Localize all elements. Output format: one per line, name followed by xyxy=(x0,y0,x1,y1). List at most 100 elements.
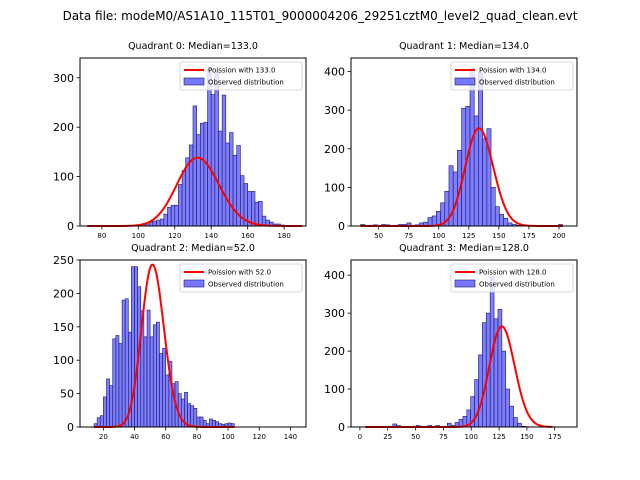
histogram-bar xyxy=(202,420,207,428)
histogram-bar xyxy=(482,322,487,428)
subplot-title: Quadrant 3: Median=128.0 xyxy=(399,243,529,254)
histogram-bar xyxy=(134,266,138,428)
x-tick-label: 125 xyxy=(492,433,505,441)
y-tick-label: 200 xyxy=(53,121,74,134)
y-tick-label: 100 xyxy=(53,171,74,184)
x-tick-label: 125 xyxy=(462,232,475,240)
y-tick-label: 200 xyxy=(324,143,345,156)
x-tick-label: 175 xyxy=(522,232,535,240)
legend-bar-swatch xyxy=(454,77,476,86)
axes-frame xyxy=(350,57,578,227)
histogram-bar xyxy=(159,218,165,227)
histogram-bar xyxy=(251,191,256,227)
legend-bar-swatch xyxy=(183,77,205,86)
histogram-bar xyxy=(178,184,183,227)
poisson-curve xyxy=(365,325,553,428)
legend: Poission with 128.0 Observed distribution xyxy=(450,263,574,293)
histogram-bar xyxy=(162,347,167,428)
histogram-bar xyxy=(152,324,157,428)
x-tick-label: 140 xyxy=(205,232,218,240)
legend-label-poisson: Poission with 52.0 xyxy=(208,269,271,277)
legend-label-poisson: Poission with 128.0 xyxy=(479,269,547,277)
axes-frame xyxy=(350,259,578,428)
legend-label-poisson: Poission with 133.0 xyxy=(208,67,276,75)
histogram-bar xyxy=(103,396,107,428)
y-tick-label: 300 xyxy=(324,307,345,320)
histogram-bar xyxy=(501,350,507,428)
legend-label-observed: Observed distribution xyxy=(208,281,284,289)
histogram-bar xyxy=(167,206,172,227)
histogram-bar xyxy=(174,204,179,227)
subplot-quadrant-3: Quadrant 3: Median=128.0 0 25 50 75 100 125 150… xyxy=(324,243,578,441)
histogram-bar xyxy=(124,298,129,428)
x-tick-label: 100 xyxy=(432,232,445,240)
histogram-bar xyxy=(427,217,433,227)
histogram-bar xyxy=(181,170,187,227)
x-tick-label: 120 xyxy=(253,433,266,441)
y-tick-label: 50 xyxy=(60,388,74,401)
histogram-bar xyxy=(503,217,509,227)
x-tick-label: 80 xyxy=(192,433,201,441)
x-tick-label: 80 xyxy=(97,232,106,240)
histogram-bar xyxy=(96,417,101,428)
histogram-bar xyxy=(207,67,212,227)
x-tick-label: 160 xyxy=(241,232,254,240)
histogram-bar xyxy=(517,422,522,428)
x-tick-label: 0 xyxy=(358,433,362,441)
subplot-title: Quadrant 2: Median=52.0 xyxy=(131,243,255,254)
y-tick-label: 150 xyxy=(53,321,74,334)
histogram-bar xyxy=(146,309,151,428)
y-tick-label: 400 xyxy=(324,269,345,282)
y-tick-label: 100 xyxy=(53,354,74,367)
legend-label-observed: Observed distribution xyxy=(208,79,284,87)
x-tick-label: 100 xyxy=(465,433,478,441)
histogram-bar xyxy=(159,353,163,428)
histogram-bar xyxy=(490,187,496,227)
x-tick-label: 75 xyxy=(439,433,448,441)
y-tick-label: 400 xyxy=(324,66,345,79)
x-tick-label: 100 xyxy=(132,232,145,240)
x-tick-label: 20 xyxy=(99,433,108,441)
legend-label-observed: Observed distribution xyxy=(479,79,555,87)
legend-label-poisson: Poission with 134.0 xyxy=(479,67,547,75)
histogram-bar xyxy=(221,94,227,227)
subplot-quadrant-1: Quadrant 1: Median=134.0 50 75 100 125 150 175… xyxy=(324,41,578,240)
histogram-bar xyxy=(187,403,191,428)
histogram-bar xyxy=(214,71,219,227)
y-tick-label: 0 xyxy=(338,220,345,233)
histogram-bar xyxy=(152,220,157,227)
subplot-quadrant-2: Quadrant 2: Median=52.0 20 40 60 80 100 120 140… xyxy=(53,243,307,441)
histogram-bar xyxy=(190,405,195,428)
x-tick-label: 25 xyxy=(383,433,392,441)
legend: Poission with 52.0 Observed distribution xyxy=(179,263,303,293)
histogram-bar xyxy=(118,343,123,428)
histogram-bar xyxy=(499,214,504,227)
histogram-bar xyxy=(209,418,213,428)
x-tick-label: 50 xyxy=(411,433,420,441)
histogram-bar xyxy=(478,72,483,227)
histogram-bar xyxy=(229,132,234,227)
histogram-bar xyxy=(106,378,110,428)
histogram-bar xyxy=(212,420,216,428)
subplot-title: Quadrant 1: Median=134.0 xyxy=(399,41,529,52)
subplot-title: Quadrant 0: Median=133.0 xyxy=(128,41,258,52)
legend-box xyxy=(450,263,574,293)
histogram-bar xyxy=(199,122,205,227)
x-tick-label: 180 xyxy=(277,232,290,240)
x-tick-label: 150 xyxy=(520,433,533,441)
histogram-bar xyxy=(170,204,176,227)
histogram-bar xyxy=(478,354,483,428)
legend-box xyxy=(179,263,303,293)
y-tick-label: 200 xyxy=(53,287,74,300)
histogram-bar xyxy=(210,94,216,227)
x-tick-label: 40 xyxy=(130,433,139,441)
x-tick-label: 140 xyxy=(284,433,297,441)
histogram-bar xyxy=(196,134,201,227)
histogram-bar xyxy=(218,130,223,227)
histogram-bar xyxy=(156,219,161,227)
histogram-bar xyxy=(193,407,198,428)
legend: Poission with 134.0 Observed distribution xyxy=(450,61,574,91)
histogram-bar xyxy=(112,338,117,428)
y-tick-label: 250 xyxy=(53,254,74,267)
